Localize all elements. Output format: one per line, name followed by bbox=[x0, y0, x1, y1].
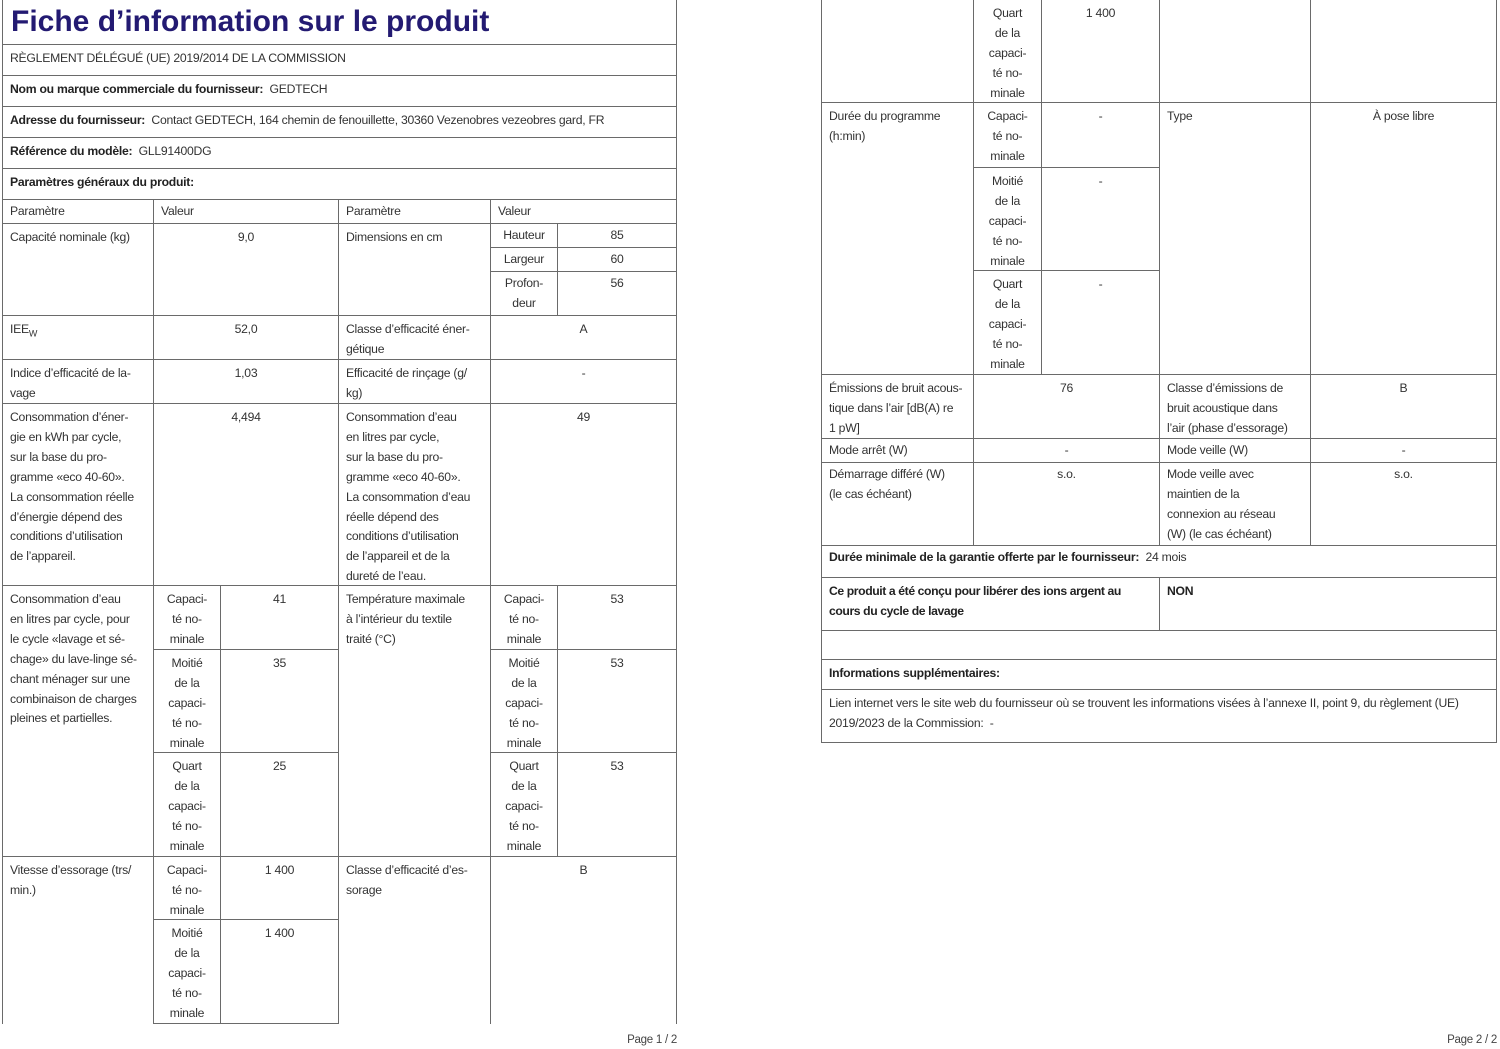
supplier-address-value: Contact GEDTECH, 164 chemin de fenouille… bbox=[151, 113, 605, 127]
page-title: Fiche d’information sur le produit bbox=[2, 0, 677, 45]
type-value: À pose libre bbox=[1310, 102, 1497, 375]
height-value: 85 bbox=[557, 223, 677, 248]
additional-info-heading: Informations supplémentaires: bbox=[821, 659, 1497, 690]
regulation: RÈGLEMENT DÉLÉGUÉ (UE) 2019/2014 DE LA C… bbox=[2, 44, 677, 76]
wash-dry-water-half: 35 bbox=[220, 649, 339, 753]
max-temp-half: 53 bbox=[557, 649, 677, 753]
ieew-label: IEEW bbox=[2, 315, 154, 360]
rinsing-label: Efficacité de rinçage (g/ kg) bbox=[338, 359, 491, 404]
sub-label-half: Moitié de la capaci- té no- minale bbox=[973, 167, 1042, 271]
water-consumption-value: 49 bbox=[490, 403, 677, 586]
ieew-subscript: W bbox=[28, 328, 38, 339]
sub-label-full: Capaci- té no- minale bbox=[973, 102, 1042, 168]
spin-class-label: Classe d’efficacité d’es- sorage bbox=[338, 856, 491, 1024]
off-mode-value: - bbox=[973, 438, 1160, 463]
spin-class-cont bbox=[1159, 0, 1311, 103]
program-duration-quarter: - bbox=[1041, 270, 1160, 375]
energy-class-label: Classe d’efficacité éner- gétique bbox=[338, 315, 491, 360]
noise-class-value: B bbox=[1310, 374, 1497, 439]
noise-label: Émissions de bruit acous- tique dans l’a… bbox=[821, 374, 974, 439]
supplier-name-row: Nom ou marque commerciale du fournisseur… bbox=[2, 75, 677, 107]
noise-value: 76 bbox=[973, 374, 1160, 439]
height-label: Hauteur bbox=[490, 223, 558, 248]
spin-speed-quarter: 1 400 bbox=[1041, 0, 1160, 103]
type-label: Type bbox=[1159, 102, 1311, 375]
page-number-1: Page 1 / 2 bbox=[627, 1034, 677, 1046]
energy-consumption-value: 4,494 bbox=[153, 403, 339, 586]
supplier-name-value: GEDTECH bbox=[269, 82, 328, 96]
web-link-value: - bbox=[989, 715, 994, 730]
washing-index-label: Indice d’efficacité de la- vage bbox=[2, 359, 154, 404]
wash-dry-water-quarter: 25 bbox=[220, 752, 339, 857]
standby-value: - bbox=[1310, 438, 1497, 463]
page-number-2: Page 2 / 2 bbox=[1447, 1034, 1497, 1046]
ieew-label-text: IEE bbox=[10, 322, 29, 336]
header-value: Valeur bbox=[490, 199, 677, 224]
energy-class-value: A bbox=[490, 315, 677, 360]
sub-label-quarter: Quart de la capaci- té no- minale bbox=[973, 270, 1042, 375]
warranty-label: Durée minimale de la garantie offerte pa… bbox=[829, 550, 1140, 564]
program-duration-full: - bbox=[1041, 102, 1160, 168]
noise-class-label: Classe d’émissions de bruit acoustique d… bbox=[1159, 374, 1311, 439]
spin-speed-half: 1 400 bbox=[220, 919, 339, 1024]
header-value: Valeur bbox=[153, 199, 339, 224]
general-params-heading: Paramètres généraux du produit: bbox=[2, 168, 677, 200]
width-value: 60 bbox=[557, 247, 677, 272]
sub-label-full: Capaci- té no- minale bbox=[153, 856, 221, 920]
depth-value: 56 bbox=[557, 271, 677, 316]
max-temp-label: Température maximale à l’intérieur du te… bbox=[338, 585, 491, 857]
header-param: Paramètre bbox=[338, 199, 491, 224]
width-label: Largeur bbox=[490, 247, 558, 272]
dimensions-label: Dimensions en cm bbox=[338, 223, 491, 316]
energy-consumption-label: Consommation d’éner- gie en kWh par cycl… bbox=[2, 403, 154, 586]
warranty-value: 24 mois bbox=[1145, 550, 1187, 564]
sub-label-full: Capaci- té no- minale bbox=[490, 585, 558, 650]
ieew-value: 52,0 bbox=[153, 315, 339, 360]
networked-standby-label: Mode veille avec maintien de la connexio… bbox=[1159, 462, 1311, 546]
spin-speed-cont-label bbox=[821, 0, 974, 103]
sub-label-quarter: Quart de la capaci- té no- minale bbox=[153, 752, 221, 857]
sub-label-half: Moitié de la capaci- té no- minale bbox=[490, 649, 558, 753]
wash-dry-water-full: 41 bbox=[220, 585, 339, 650]
supplier-name-label: Nom ou marque commerciale du fournisseur… bbox=[10, 82, 264, 96]
wash-dry-water-label: Consommation d’eau en litres par cycle, … bbox=[2, 585, 154, 857]
spin-speed-label: Vitesse d’essorage (trs/ min.) bbox=[2, 856, 154, 1024]
rinsing-value: - bbox=[490, 359, 677, 404]
washing-index-value: 1,03 bbox=[153, 359, 339, 404]
silver-ions-value: NON bbox=[1159, 577, 1497, 631]
max-temp-quarter: 53 bbox=[557, 752, 677, 857]
standby-label: Mode veille (W) bbox=[1159, 438, 1311, 463]
spin-speed-full: 1 400 bbox=[220, 856, 339, 920]
supplier-address-row: Adresse du fournisseur: Contact GEDTECH,… bbox=[2, 106, 677, 138]
model-ref-label: Référence du modèle: bbox=[10, 144, 133, 158]
model-ref-value: GLL91400DG bbox=[138, 144, 212, 158]
program-duration-label: Durée du programme (h:min) bbox=[821, 102, 974, 375]
supplier-address-label: Adresse du fournisseur: bbox=[10, 113, 146, 127]
header-param: Paramètre bbox=[2, 199, 154, 224]
depth-label: Profon- deur bbox=[490, 271, 558, 316]
spin-class-value: B bbox=[490, 856, 677, 1024]
sub-label-full: Capaci- té no- minale bbox=[153, 585, 221, 650]
water-consumption-label: Consommation d’eau en litres par cycle, … bbox=[338, 403, 491, 586]
delay-start-value: s.o. bbox=[973, 462, 1160, 546]
delay-start-label: Démarrage différé (W) (le cas échéant) bbox=[821, 462, 974, 546]
sub-label-half: Moitié de la capaci- té no- minale bbox=[153, 919, 221, 1024]
model-ref-row: Référence du modèle: GLL91400DG bbox=[2, 137, 677, 169]
silver-ions-label: Ce produit a été conçu pour libérer des … bbox=[821, 577, 1160, 631]
program-duration-half: - bbox=[1041, 167, 1160, 271]
web-link-row: Lien internet vers le site web du fourni… bbox=[821, 689, 1497, 743]
capacity-label: Capacité nominale (kg) bbox=[2, 223, 154, 316]
warranty-row: Durée minimale de la garantie offerte pa… bbox=[821, 545, 1497, 578]
sub-label-half: Moitié de la capaci- té no- minale bbox=[153, 649, 221, 753]
sub-label-quarter: Quart de la capaci- té no- minale bbox=[490, 752, 558, 857]
empty-row bbox=[821, 630, 1497, 660]
capacity-value: 9,0 bbox=[153, 223, 339, 316]
spin-class-cont-value bbox=[1310, 0, 1497, 103]
sub-label-quarter: Quart de la capaci- té no- minale bbox=[973, 0, 1042, 103]
off-mode-label: Mode arrêt (W) bbox=[821, 438, 974, 463]
web-link-label: Lien internet vers le site web du fourni… bbox=[829, 696, 1459, 730]
networked-standby-value: s.o. bbox=[1310, 462, 1497, 546]
max-temp-full: 53 bbox=[557, 585, 677, 650]
